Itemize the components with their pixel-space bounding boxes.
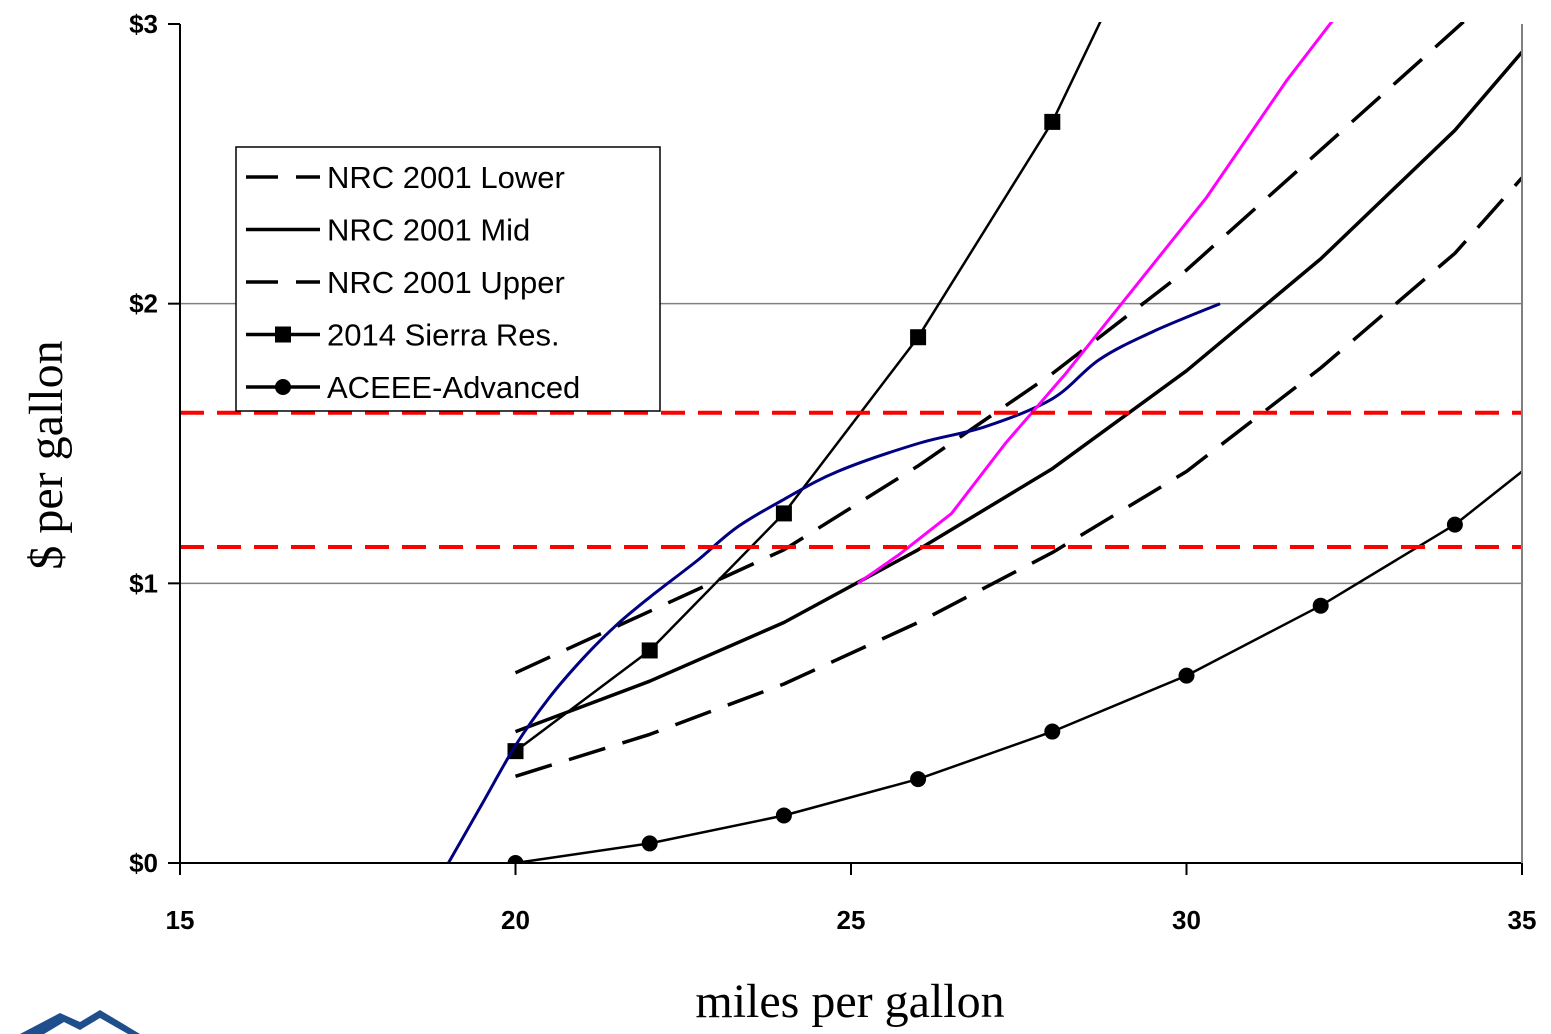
x-tick-label: 15 <box>166 905 195 935</box>
y-tick-label: $2 <box>129 289 158 319</box>
legend-box <box>235 146 661 412</box>
axes <box>168 23 1523 875</box>
y-axis-label: $ per gallon <box>20 340 73 569</box>
organization-logo <box>20 1010 140 1034</box>
data-point-circle <box>775 807 792 824</box>
data-point-square <box>775 505 792 522</box>
legend-label: NRC 2001 Upper <box>327 265 565 300</box>
x-tick-label: 20 <box>501 905 530 935</box>
x-axis-label: miles per gallon <box>695 975 1004 1028</box>
data-point-square <box>641 642 658 659</box>
legend-marker-square <box>275 326 291 343</box>
legend-label: ACEEE-Advanced <box>327 370 580 405</box>
legend-label: 2014 Sierra Res. <box>327 318 560 353</box>
data-point-square <box>1044 113 1061 130</box>
data-point-circle <box>1044 723 1061 740</box>
legend-marker-circle <box>275 379 291 395</box>
series-line-nrc-2001-upper <box>514 176 1522 778</box>
logo-mountain-highlight <box>44 1018 128 1034</box>
y-tick-label: $0 <box>129 848 158 878</box>
y-tick-label: $3 <box>129 9 158 39</box>
x-tick-label: 35 <box>1508 905 1537 935</box>
data-point-circle <box>1178 667 1195 684</box>
tick-labels: $0 $1 $2 $3 15 20 25 30 35 <box>129 9 1536 935</box>
x-tick-label: 25 <box>837 905 866 935</box>
data-point-circle <box>1312 597 1329 614</box>
legend: NRC 2001 Lower NRC 2001 Mid NRC 2001 Upper… <box>235 146 661 412</box>
data-point-circle <box>641 835 658 852</box>
legend-label: NRC 2001 Mid <box>327 213 530 248</box>
y-tick-label: $1 <box>129 568 158 598</box>
data-point-square <box>507 743 524 760</box>
series-line-unlabeled-5 <box>447 302 1221 864</box>
data-point-circle <box>910 771 927 788</box>
data-point-square <box>910 329 927 346</box>
series-layer <box>180 22 1522 864</box>
series-line-unlabeled-6 <box>856 22 1334 585</box>
legend-label: NRC 2001 Lower <box>327 160 565 195</box>
data-point-circle <box>1446 516 1463 533</box>
data-point-circle <box>507 855 524 864</box>
series-line-nrc-2001-lower <box>514 22 1466 675</box>
series-line-2014-sierra-res <box>514 22 1102 753</box>
x-tick-label: 30 <box>1172 905 1201 935</box>
series-line-nrc-2001-mid <box>514 50 1522 734</box>
